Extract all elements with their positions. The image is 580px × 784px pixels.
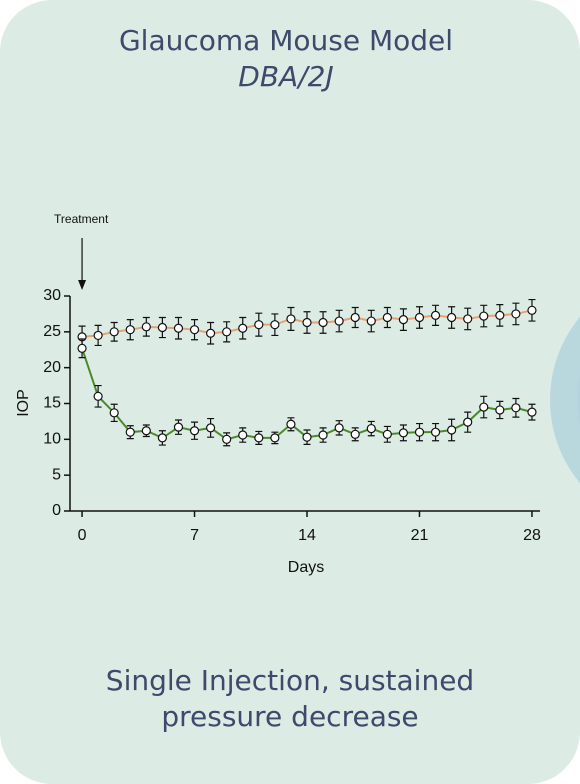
y-tick-label: 20 — [43, 359, 61, 376]
data-point — [302, 432, 312, 442]
data-point — [286, 314, 296, 324]
data-point — [414, 427, 425, 437]
x-tick-label: 21 — [411, 527, 429, 544]
data-point — [286, 419, 296, 429]
caption-line: pressure decrease — [161, 700, 418, 733]
title: Glaucoma Mouse Model — [119, 24, 453, 57]
y-tick-label: 10 — [43, 431, 61, 448]
data-point — [511, 403, 521, 413]
data-point — [141, 426, 151, 436]
data-point — [270, 433, 280, 443]
data-point — [238, 323, 248, 333]
data-point — [430, 310, 441, 320]
x-tick-label: 0 — [78, 527, 87, 544]
decorative-orb — [550, 316, 580, 484]
data-point — [205, 328, 216, 338]
data-point — [270, 320, 280, 330]
data-point — [93, 391, 103, 401]
data-point — [350, 429, 360, 439]
data-point — [254, 433, 264, 443]
data-point — [495, 310, 505, 320]
data-point — [109, 327, 119, 337]
data-point — [366, 423, 376, 434]
data-point — [189, 325, 200, 335]
data-point — [222, 327, 232, 337]
data-point — [350, 312, 360, 323]
y-tick-label: 0 — [52, 502, 61, 519]
caption-line: Single Injection, sustained — [106, 664, 474, 697]
data-point — [463, 314, 473, 324]
subtitle: DBA/2J — [238, 60, 333, 93]
data-point — [495, 405, 505, 415]
data-point — [511, 309, 521, 319]
data-point — [157, 433, 167, 443]
y-tick-label: 15 — [43, 395, 61, 412]
data-point — [93, 330, 103, 341]
x-tick-label: 14 — [298, 527, 316, 544]
annotation-arrowhead — [78, 280, 87, 290]
data-point — [334, 423, 344, 433]
data-point — [173, 422, 184, 432]
data-point — [302, 317, 312, 328]
x-tick-label: 7 — [190, 527, 199, 544]
data-point — [318, 430, 328, 440]
data-point — [527, 305, 537, 315]
data-point — [141, 322, 151, 332]
data-point — [238, 430, 248, 440]
y-tick-label: 30 — [43, 287, 61, 304]
data-point — [398, 428, 409, 438]
data-point — [479, 311, 489, 321]
data-point — [463, 417, 473, 427]
y-tick-label: 5 — [52, 466, 61, 483]
data-point — [318, 317, 328, 328]
data-point — [254, 320, 264, 330]
data-point — [77, 343, 87, 353]
data-point — [205, 423, 216, 433]
data-point — [447, 312, 457, 323]
data-point — [189, 426, 200, 436]
x-axis-label: Days — [288, 559, 324, 576]
data-point — [157, 322, 167, 333]
data-point — [125, 427, 135, 437]
x-tick-label: 28 — [523, 527, 541, 544]
data-point — [430, 427, 441, 437]
data-point — [222, 434, 232, 444]
y-tick-label: 25 — [43, 323, 61, 340]
data-point — [366, 316, 376, 326]
annotation: Treatment — [54, 212, 109, 226]
y-axis-label: IOP — [15, 389, 32, 417]
data-point — [382, 429, 392, 439]
data-point — [414, 312, 425, 323]
data-point — [173, 323, 184, 333]
data-point — [479, 402, 489, 412]
data-point — [382, 312, 392, 323]
data-point — [109, 408, 119, 418]
data-point — [334, 316, 344, 326]
data-point — [527, 407, 537, 417]
data-point — [125, 325, 135, 335]
data-point — [447, 425, 457, 435]
data-point — [398, 315, 409, 325]
